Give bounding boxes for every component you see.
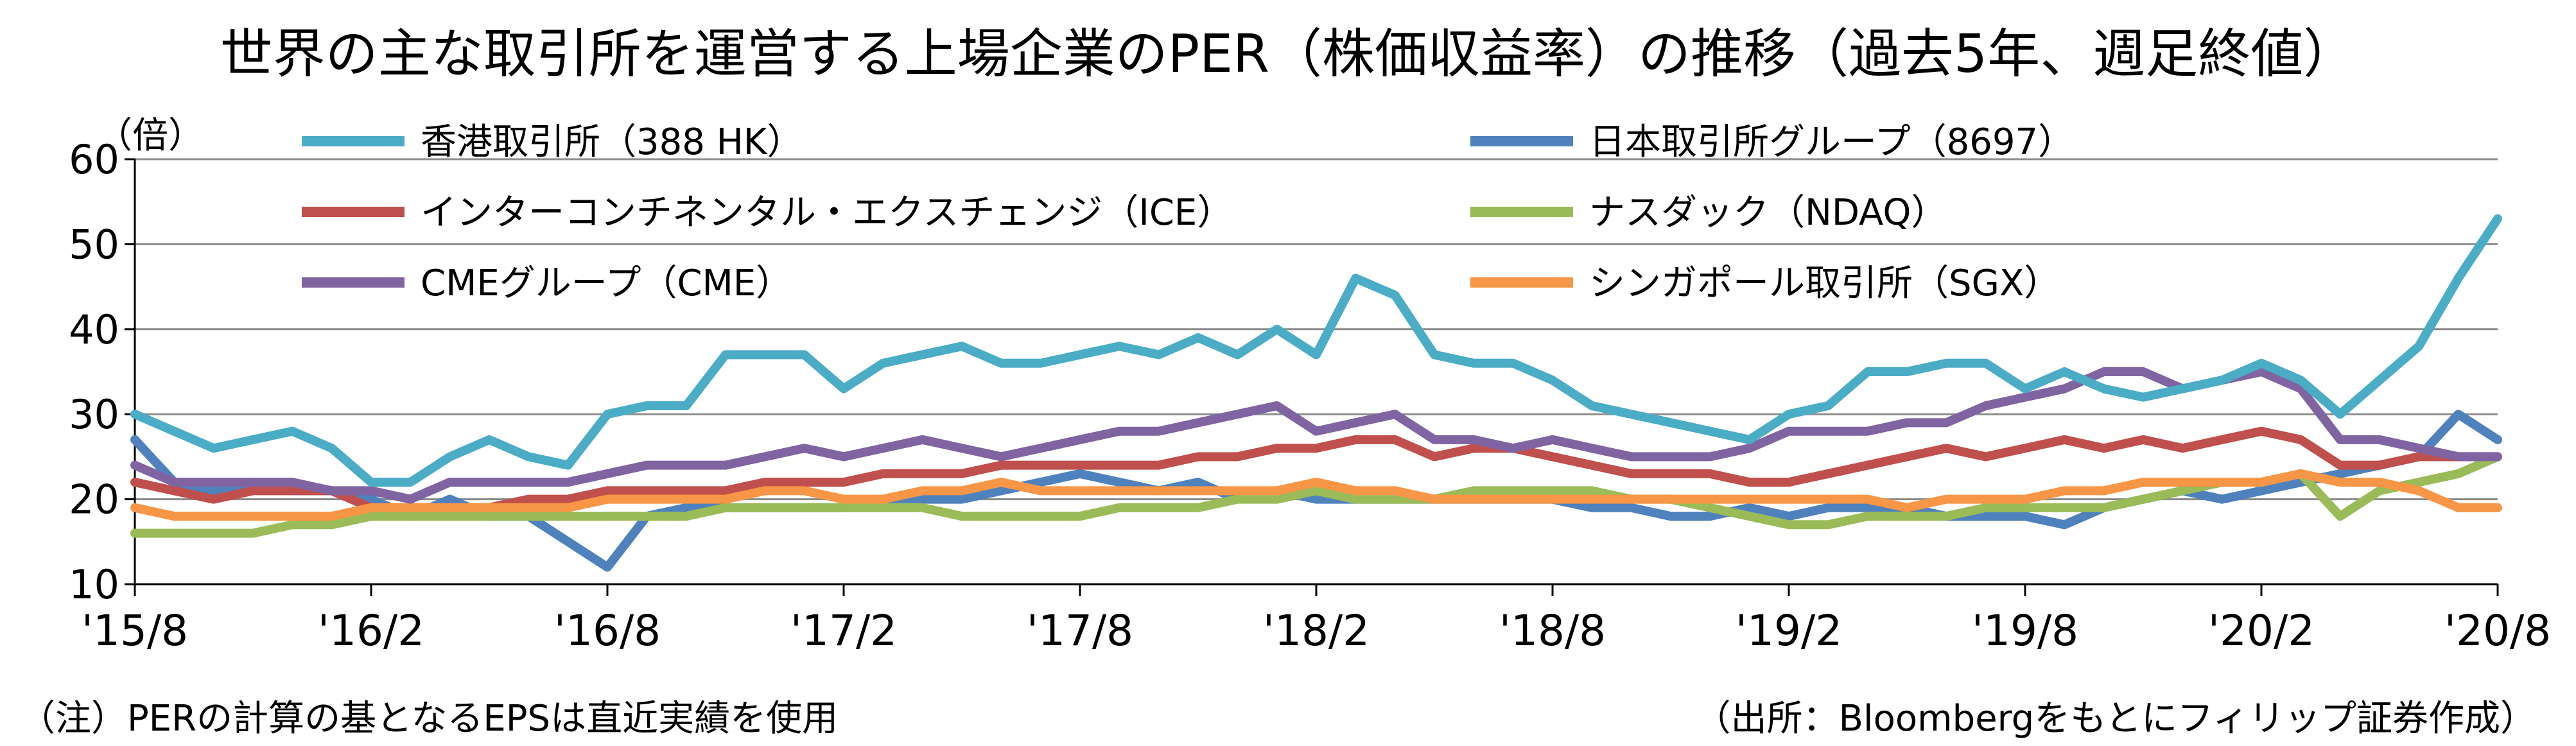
y-tick-label: 50: [69, 221, 119, 268]
chart-title: 世界の主な取引所を運営する上場企業のPER（株価収益率）の推移（過去5年、週足終…: [220, 24, 2356, 85]
series-line: [130, 452, 2502, 538]
legend-label: CMEグループ（CME）: [421, 263, 792, 304]
x-tick-label: '16/2: [318, 606, 424, 655]
series-line: [130, 367, 2502, 504]
series-line: [130, 214, 2502, 487]
y-axis-ticks: 10 20 30 40 50 60: [69, 136, 135, 608]
y-tick-label: 40: [69, 306, 119, 353]
x-tick-label: '18/8: [1499, 606, 1606, 655]
y-tick-label: 30: [69, 391, 119, 438]
chart-note: （注）PERの計算の基となるEPSは直近実績を使用: [19, 698, 838, 740]
series-lines: [130, 214, 2502, 572]
series-line: [130, 469, 2502, 521]
x-tick-label: '19/2: [1736, 606, 1842, 655]
y-axis-unit: （倍）: [96, 115, 204, 157]
x-tick-label: '18/2: [1263, 606, 1370, 655]
x-tick-label: '20/8: [2444, 606, 2551, 655]
legend-label: シンガポール取引所（SGX）: [1589, 263, 2060, 304]
legend-label: インターコンチネンタル・エクスチェンジ（ICE）: [421, 192, 1233, 234]
x-tick-label: '17/8: [1027, 606, 1133, 655]
x-tick-label: '20/2: [2208, 606, 2315, 655]
x-tick-label: '17/2: [790, 606, 897, 655]
y-tick-label: 10: [69, 561, 119, 608]
legend-label: 香港取引所（388 HK）: [421, 121, 803, 163]
legend: 香港取引所（388 HK） 日本取引所グループ（8697） インターコンチネンタル・…: [302, 121, 2074, 304]
y-tick-label: 60: [69, 136, 119, 183]
x-tick-label: '16/8: [554, 606, 661, 655]
x-tick-label: '15/8: [82, 606, 188, 655]
series-line: [130, 426, 2502, 512]
x-tick-label: '19/8: [1972, 606, 2078, 655]
legend-label: 日本取引所グループ（8697）: [1589, 121, 2074, 163]
chart-source: （出所：Bloombergをもとにフィリップ証券作成）: [1695, 698, 2536, 740]
x-axis: '15/8 '16/2 '16/8 '17/2 '17/8 '18/2 '18/8 '19/2…: [82, 159, 2551, 655]
legend-label: ナスダック（NDAQ）: [1589, 192, 1947, 234]
y-tick-label: 20: [69, 476, 119, 523]
